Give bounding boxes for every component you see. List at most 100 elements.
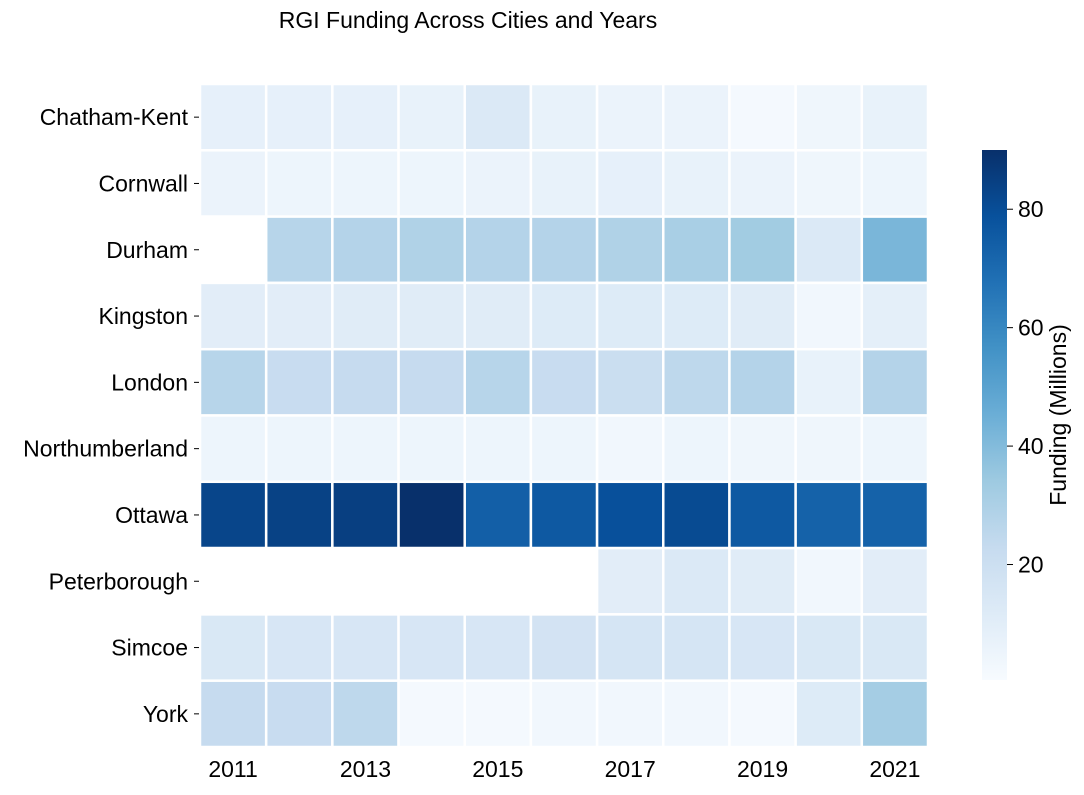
- heatmap-cell: [331, 480, 400, 550]
- heatmap-cell: [595, 414, 665, 484]
- heatmap-cell: [595, 480, 665, 550]
- heatmap-cell: [198, 215, 268, 285]
- heatmap-cell: [463, 215, 533, 285]
- row-label: York: [143, 701, 189, 727]
- heatmap-cell: [331, 613, 400, 682]
- heatmap-cell: [860, 281, 930, 351]
- heatmap-cells: [198, 82, 930, 749]
- heatmap-cell: [331, 82, 400, 152]
- column-label: 2019: [737, 756, 788, 782]
- heatmap-cell: [728, 82, 797, 152]
- heatmap-cell: [397, 679, 466, 749]
- row-labels: Chatham-Kent Cornwall Durham Kingston London…: [23, 104, 199, 727]
- heatmap-cell: [794, 414, 864, 484]
- heatmap-cell: [728, 215, 797, 285]
- heatmap-cell: [728, 480, 797, 550]
- heatmap-cell: [860, 82, 930, 152]
- heatmap-cell: [198, 613, 268, 682]
- heatmap-cell: [860, 480, 930, 550]
- row-label: Chatham-Kent: [40, 104, 189, 130]
- heatmap-cell: [662, 613, 731, 682]
- heatmap-cell: [463, 679, 533, 749]
- heatmap-cell: [595, 215, 665, 285]
- heatmap-cell: [794, 613, 864, 682]
- heatmap-cell: [662, 281, 731, 351]
- colorbar-tick-label: 40: [1018, 433, 1044, 459]
- heatmap-cell: [198, 347, 268, 417]
- row-label: London: [111, 369, 188, 395]
- heatmap-cell: [264, 480, 334, 550]
- heatmap-cell: [728, 546, 797, 616]
- heatmap-cell: [529, 546, 599, 616]
- heatmap-cell: [662, 82, 731, 152]
- heatmap-cell: [860, 546, 930, 616]
- column-label: 2011: [208, 756, 257, 782]
- heatmap-cell: [331, 414, 400, 484]
- colorbar-tick-label: 60: [1018, 315, 1044, 341]
- heatmap-cell: [529, 480, 599, 550]
- heatmap-cell: [397, 546, 466, 616]
- heatmap-cell: [728, 149, 797, 218]
- heatmap-cell: [463, 480, 533, 550]
- heatmap-cell: [860, 414, 930, 484]
- heatmap-cell: [794, 82, 864, 152]
- heatmap-cell: [595, 613, 665, 682]
- heatmap-cell: [331, 347, 400, 417]
- chart-title: RGI Funding Across Cities and Years: [279, 7, 657, 33]
- heatmap-cell: [264, 679, 334, 749]
- heatmap-cell: [794, 480, 864, 550]
- column-label: 2017: [605, 756, 656, 782]
- heatmap-cell: [463, 82, 533, 152]
- heatmap-cell: [794, 679, 864, 749]
- heatmap-cell: [529, 82, 599, 152]
- heatmap-cell: [198, 149, 268, 218]
- row-label: Simcoe: [111, 635, 188, 661]
- heatmap-cell: [662, 215, 731, 285]
- colorbar-tick-label: 80: [1018, 196, 1044, 222]
- heatmap-cell: [463, 613, 533, 682]
- heatmap-cell: [397, 281, 466, 351]
- heatmap-cell: [662, 149, 731, 218]
- heatmap-cell: [397, 480, 466, 550]
- heatmap-cell: [728, 347, 797, 417]
- heatmap-cell: [331, 281, 400, 351]
- heatmap-cell: [264, 281, 334, 351]
- heatmap-cell: [860, 613, 930, 682]
- heatmap-cell: [662, 347, 731, 417]
- heatmap-cell: [728, 613, 797, 682]
- heatmap-cell: [198, 82, 268, 152]
- row-label: Durham: [106, 237, 188, 263]
- heatmap-cell: [662, 546, 731, 616]
- heatmap-cell: [595, 679, 665, 749]
- heatmap-cell: [264, 414, 334, 484]
- heatmap-cell: [397, 149, 466, 218]
- heatmap-cell: [264, 82, 334, 152]
- heatmap-cell: [595, 281, 665, 351]
- row-label: Ottawa: [115, 502, 188, 528]
- row-label: Northumberland: [23, 436, 188, 462]
- heatmap-cell: [860, 149, 930, 218]
- colorbar: [982, 150, 1007, 680]
- heatmap-cell: [463, 347, 533, 417]
- heatmap-cell: [264, 546, 334, 616]
- heatmap-cell: [595, 546, 665, 616]
- heatmap-cell: [662, 414, 731, 484]
- heatmap-cell: [264, 613, 334, 682]
- heatmap-cell: [794, 149, 864, 218]
- heatmap-cell: [331, 679, 400, 749]
- heatmap-cell: [198, 546, 268, 616]
- heatmap-cell: [860, 215, 930, 285]
- heatmap-cell: [264, 347, 334, 417]
- heatmap-cell: [794, 347, 864, 417]
- heatmap-cell: [728, 281, 797, 351]
- heatmap-cell: [529, 613, 599, 682]
- heatmap-cell: [198, 414, 268, 484]
- heatmap-cell: [198, 281, 268, 351]
- column-label: 2013: [340, 756, 391, 782]
- heatmap-cell: [198, 679, 268, 749]
- heatmap-cell: [463, 149, 533, 218]
- heatmap-cell: [728, 414, 797, 484]
- heatmap-cell: [529, 149, 599, 218]
- colorbar-tick-label: 20: [1018, 552, 1044, 578]
